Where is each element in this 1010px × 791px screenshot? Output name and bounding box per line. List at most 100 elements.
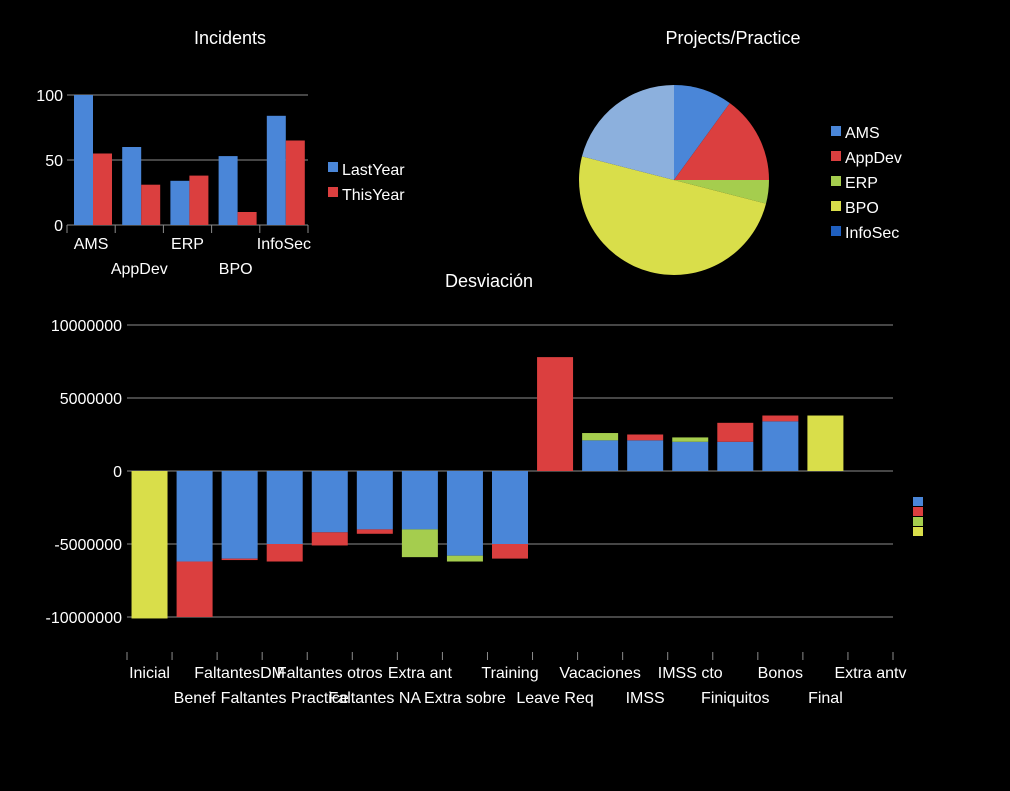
bar-segment-15-0 (807, 415, 844, 471)
x-tick-label: IMSS (626, 690, 665, 707)
legend-swatch-green (913, 517, 923, 526)
legend-swatch-ams (831, 126, 841, 136)
desviacion-legend-swatches (913, 497, 923, 536)
x-tick-label: Benef (174, 690, 216, 707)
legend-label-ams: AMS (845, 125, 880, 142)
legend-label-lastyear: LastYear (342, 162, 405, 179)
pie-slice-appdev (674, 103, 769, 180)
x-tick-label: Inicial (129, 665, 170, 682)
legend-label-infosec: InfoSec (845, 225, 899, 242)
bar-thisyear-infosec (285, 140, 305, 225)
x-tick-label: Leave Req (516, 690, 593, 707)
legend-swatch-appdev (831, 151, 841, 161)
bar-segment-8-1 (492, 544, 528, 559)
x-tick-label: AppDev (111, 261, 168, 278)
desviacion-y-ticks: 10000000 5000000 0 -5000000 -10000000 (45, 318, 122, 627)
legend-label-erp: ERP (845, 175, 878, 192)
x-tick-label: BPO (219, 261, 253, 278)
y-tick-label: -5000000 (54, 537, 122, 554)
x-tick-label: Final (808, 690, 843, 707)
y-tick-label: -10000000 (45, 610, 122, 627)
pie-slice-erp (674, 180, 769, 204)
bar-segment-7-1 (446, 555, 483, 562)
bar-segment-0-0 (131, 471, 168, 619)
pie-slice-ams (674, 85, 730, 180)
bar-lastyear-bpo (218, 156, 238, 225)
bar-segment-11-1 (627, 434, 664, 441)
bar-segment-6-1 (401, 529, 438, 558)
x-tick-label: Faltantes otros (277, 665, 383, 682)
incidents-bars (74, 95, 305, 225)
x-tick-label: Faltantes NA (329, 690, 422, 707)
y-tick-label: 0 (54, 218, 63, 235)
legend-swatch-blue (913, 497, 923, 506)
y-tick-label: 10000000 (51, 318, 122, 335)
incidents-y-ticks: 100 50 0 (36, 88, 63, 235)
y-tick-label: 0 (113, 464, 122, 481)
bar-segment-11-0 (627, 440, 664, 471)
pie-slices (579, 85, 769, 275)
legend-swatch-yellow (913, 527, 923, 536)
bar-segment-14-0 (762, 421, 799, 471)
bar-lastyear-ams (74, 95, 93, 225)
bar-thisyear-erp (189, 175, 209, 225)
bar-lastyear-appdev (122, 147, 142, 225)
x-tick-label: Training (481, 665, 538, 682)
legend-label-appdev: AppDev (845, 150, 902, 167)
projects-practice-title: Projects/Practice (665, 28, 800, 48)
pie-legend: AMS AppDev ERP BPO InfoSec (831, 125, 902, 242)
legend-swatch-erp (831, 176, 841, 186)
bar-segment-2-0 (221, 471, 258, 559)
bar-segment-12-1 (672, 437, 709, 442)
x-tick-label: Extra antv (834, 665, 906, 682)
legend-label-bpo: BPO (845, 200, 879, 217)
pie-slice-other (581, 85, 674, 180)
bar-segment-6-0 (401, 471, 438, 530)
x-tick-label: Bonos (758, 665, 803, 682)
legend-label-thisyear: ThisYear (342, 187, 405, 204)
bar-segment-1-1 (176, 561, 213, 617)
legend-swatch-infosec (831, 226, 841, 236)
bar-segment-4-1 (311, 532, 348, 546)
desviacion-chart: Desviación 10000000 5000000 0 -5000000 -1000… (45, 271, 923, 707)
bar-segment-7-0 (446, 471, 483, 556)
legend-swatch-bpo (831, 201, 841, 211)
y-tick-label: 50 (45, 153, 63, 170)
bar-thisyear-ams (93, 153, 112, 225)
x-tick-label: ERP (171, 236, 204, 253)
bar-segment-4-0 (311, 471, 348, 533)
desviacion-title: Desviación (445, 271, 533, 291)
y-tick-label: 100 (36, 88, 63, 105)
bar-thisyear-bpo (237, 212, 257, 225)
bar-segment-10-1 (582, 433, 619, 441)
bar-segment-2-1 (221, 558, 258, 561)
y-tick-label: 5000000 (60, 391, 122, 408)
bar-segment-10-0 (582, 440, 619, 471)
legend-swatch-thisyear (328, 187, 338, 197)
bar-segment-3-1 (266, 544, 303, 562)
bar-segment-9-0 (537, 357, 574, 471)
x-tick-label: Extra ant (388, 665, 453, 682)
bar-segment-5-1 (356, 529, 393, 534)
legend-swatch-red (913, 507, 923, 516)
bar-segment-3-0 (266, 471, 303, 544)
bar-segment-5-0 (356, 471, 393, 530)
pie-slice-bpo (579, 156, 767, 275)
x-tick-label: Extra sobre (424, 690, 506, 707)
x-tick-label: Finiquitos (701, 690, 769, 707)
bar-segment-13-0 (717, 441, 754, 471)
bar-segment-14-1 (762, 415, 799, 422)
bar-segment-1-0 (176, 471, 213, 562)
incidents-legend: LastYear ThisYear (328, 162, 405, 204)
bar-lastyear-erp (170, 180, 190, 225)
bar-lastyear-infosec (266, 115, 286, 225)
x-tick-label: Vacaciones (559, 665, 641, 682)
x-tick-label: Faltantes Practice (221, 690, 349, 707)
x-tick-label: FaltantesDM (194, 665, 285, 682)
x-tick-label: IMSS cto (658, 665, 723, 682)
incidents-title: Incidents (194, 28, 266, 48)
bar-thisyear-appdev (141, 184, 161, 225)
